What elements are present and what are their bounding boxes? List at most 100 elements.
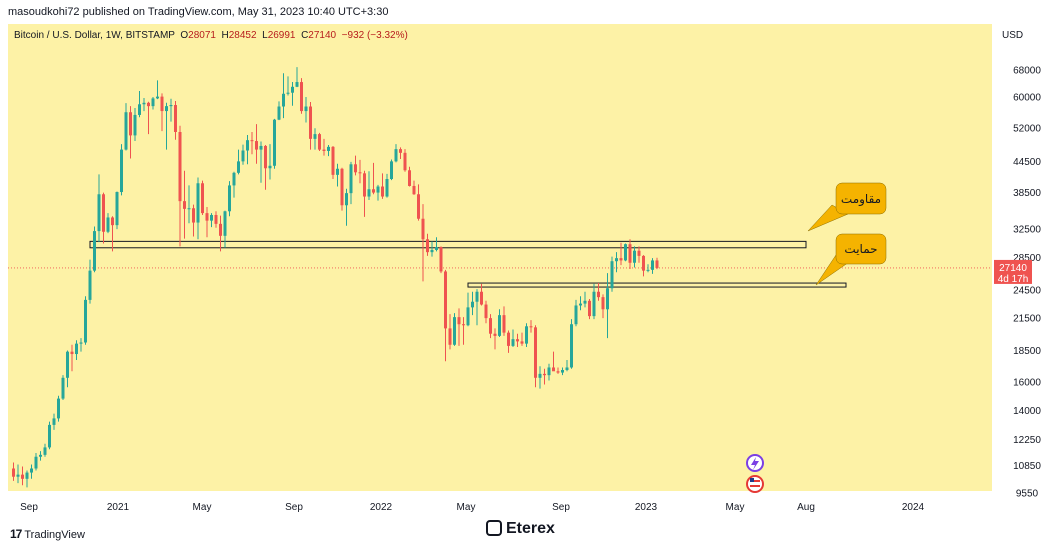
candle-body[interactable] bbox=[556, 371, 560, 373]
candle-body[interactable] bbox=[322, 149, 326, 151]
candle-body[interactable] bbox=[601, 297, 605, 310]
candle-body[interactable] bbox=[160, 96, 164, 112]
candle-body[interactable] bbox=[75, 343, 78, 355]
candle-body[interactable] bbox=[367, 189, 371, 197]
candle-body[interactable] bbox=[444, 271, 447, 329]
candle-body[interactable] bbox=[187, 208, 191, 210]
candle-body[interactable] bbox=[471, 301, 474, 308]
candle-body[interactable] bbox=[169, 105, 173, 107]
candle-body[interactable] bbox=[399, 149, 402, 153]
candle-body[interactable] bbox=[358, 172, 362, 174]
candle-body[interactable] bbox=[480, 291, 483, 305]
candle-body[interactable] bbox=[421, 218, 425, 240]
candle-body[interactable] bbox=[16, 474, 20, 477]
candle-body[interactable] bbox=[138, 104, 141, 115]
candle-body[interactable] bbox=[219, 223, 222, 236]
candle-body[interactable] bbox=[115, 192, 119, 226]
candle-body[interactable] bbox=[129, 112, 132, 136]
candle-body[interactable] bbox=[417, 194, 420, 219]
candle-body[interactable] bbox=[43, 447, 47, 455]
candle-body[interactable] bbox=[547, 367, 551, 376]
candle-body[interactable] bbox=[318, 134, 321, 150]
candle-body[interactable] bbox=[327, 146, 330, 151]
candle-body[interactable] bbox=[147, 102, 150, 107]
candle-body[interactable] bbox=[93, 231, 96, 271]
candle-body[interactable] bbox=[192, 208, 195, 223]
candle-body[interactable] bbox=[331, 146, 335, 175]
candle-body[interactable] bbox=[34, 456, 38, 469]
candle-body[interactable] bbox=[651, 260, 654, 270]
candle-body[interactable] bbox=[291, 86, 294, 93]
support-callout[interactable] bbox=[835, 233, 887, 265]
candle-body[interactable] bbox=[583, 300, 587, 304]
candle-body[interactable] bbox=[156, 96, 159, 99]
candle-body[interactable] bbox=[507, 332, 510, 346]
candle-body[interactable] bbox=[511, 339, 515, 346]
candle-body[interactable] bbox=[570, 324, 573, 368]
candle-body[interactable] bbox=[646, 269, 650, 271]
candle-body[interactable] bbox=[286, 92, 290, 94]
candle-body[interactable] bbox=[615, 258, 618, 262]
price-tag[interactable] bbox=[994, 259, 1032, 284]
us-flag-event-icon[interactable] bbox=[746, 475, 764, 493]
candle-body[interactable] bbox=[489, 318, 492, 334]
candle-body[interactable] bbox=[232, 172, 236, 186]
candle-body[interactable] bbox=[295, 82, 299, 87]
candle-body[interactable] bbox=[610, 261, 614, 289]
candle-body[interactable] bbox=[178, 131, 182, 202]
candle-body[interactable] bbox=[264, 145, 267, 169]
candle-body[interactable] bbox=[214, 214, 218, 224]
resistance-zone[interactable] bbox=[89, 240, 807, 249]
candle-body[interactable] bbox=[376, 186, 380, 193]
candle-body[interactable] bbox=[309, 106, 312, 139]
candle-body[interactable] bbox=[534, 327, 537, 378]
candle-body[interactable] bbox=[543, 373, 546, 376]
candle-body[interactable] bbox=[588, 300, 591, 317]
candle-body[interactable] bbox=[606, 288, 609, 310]
candle-body[interactable] bbox=[552, 367, 555, 372]
candle-body[interactable] bbox=[385, 179, 389, 197]
candle-body[interactable] bbox=[196, 183, 200, 223]
candle-body[interactable] bbox=[453, 317, 456, 345]
candle-body[interactable] bbox=[493, 333, 497, 336]
candle-body[interactable] bbox=[349, 164, 353, 194]
candle-body[interactable] bbox=[205, 213, 209, 221]
candle-body[interactable] bbox=[70, 351, 74, 355]
candle-body[interactable] bbox=[313, 134, 317, 139]
candle-body[interactable] bbox=[183, 201, 186, 209]
candle-body[interactable] bbox=[502, 315, 506, 333]
candle-body[interactable] bbox=[25, 472, 29, 479]
candle-body[interactable] bbox=[21, 474, 24, 479]
candle-body[interactable] bbox=[637, 250, 641, 256]
candle-body[interactable] bbox=[520, 341, 524, 344]
candle-body[interactable] bbox=[300, 82, 303, 112]
candle-body[interactable] bbox=[304, 106, 308, 112]
candle-body[interactable] bbox=[354, 164, 357, 173]
candle-body[interactable] bbox=[102, 194, 105, 232]
candle-body[interactable] bbox=[579, 303, 582, 306]
candle-body[interactable] bbox=[624, 244, 627, 261]
candle-body[interactable] bbox=[457, 317, 461, 325]
candle-body[interactable] bbox=[66, 351, 69, 378]
candle-body[interactable] bbox=[79, 342, 83, 344]
candle-body[interactable] bbox=[426, 239, 429, 253]
candle-body[interactable] bbox=[151, 98, 155, 107]
candle-body[interactable] bbox=[529, 326, 533, 328]
candle-body[interactable] bbox=[241, 150, 245, 162]
price-axis[interactable] bbox=[992, 24, 1042, 491]
candle-body[interactable] bbox=[655, 260, 659, 268]
candle-body[interactable] bbox=[259, 145, 263, 150]
candle-body[interactable] bbox=[106, 217, 110, 232]
candle-body[interactable] bbox=[120, 149, 123, 193]
time-axis[interactable] bbox=[8, 491, 1042, 516]
candle-body[interactable] bbox=[538, 373, 542, 378]
candle-body[interactable] bbox=[48, 424, 51, 448]
candle-body[interactable] bbox=[403, 152, 407, 171]
candle-body[interactable] bbox=[484, 304, 488, 319]
candle-body[interactable] bbox=[39, 454, 42, 457]
tradingview-branding[interactable]: 17 TradingView bbox=[10, 527, 85, 541]
candle-body[interactable] bbox=[642, 255, 645, 271]
candle-body[interactable] bbox=[498, 315, 501, 336]
candle-body[interactable] bbox=[30, 468, 33, 473]
candle-body[interactable] bbox=[448, 328, 452, 345]
